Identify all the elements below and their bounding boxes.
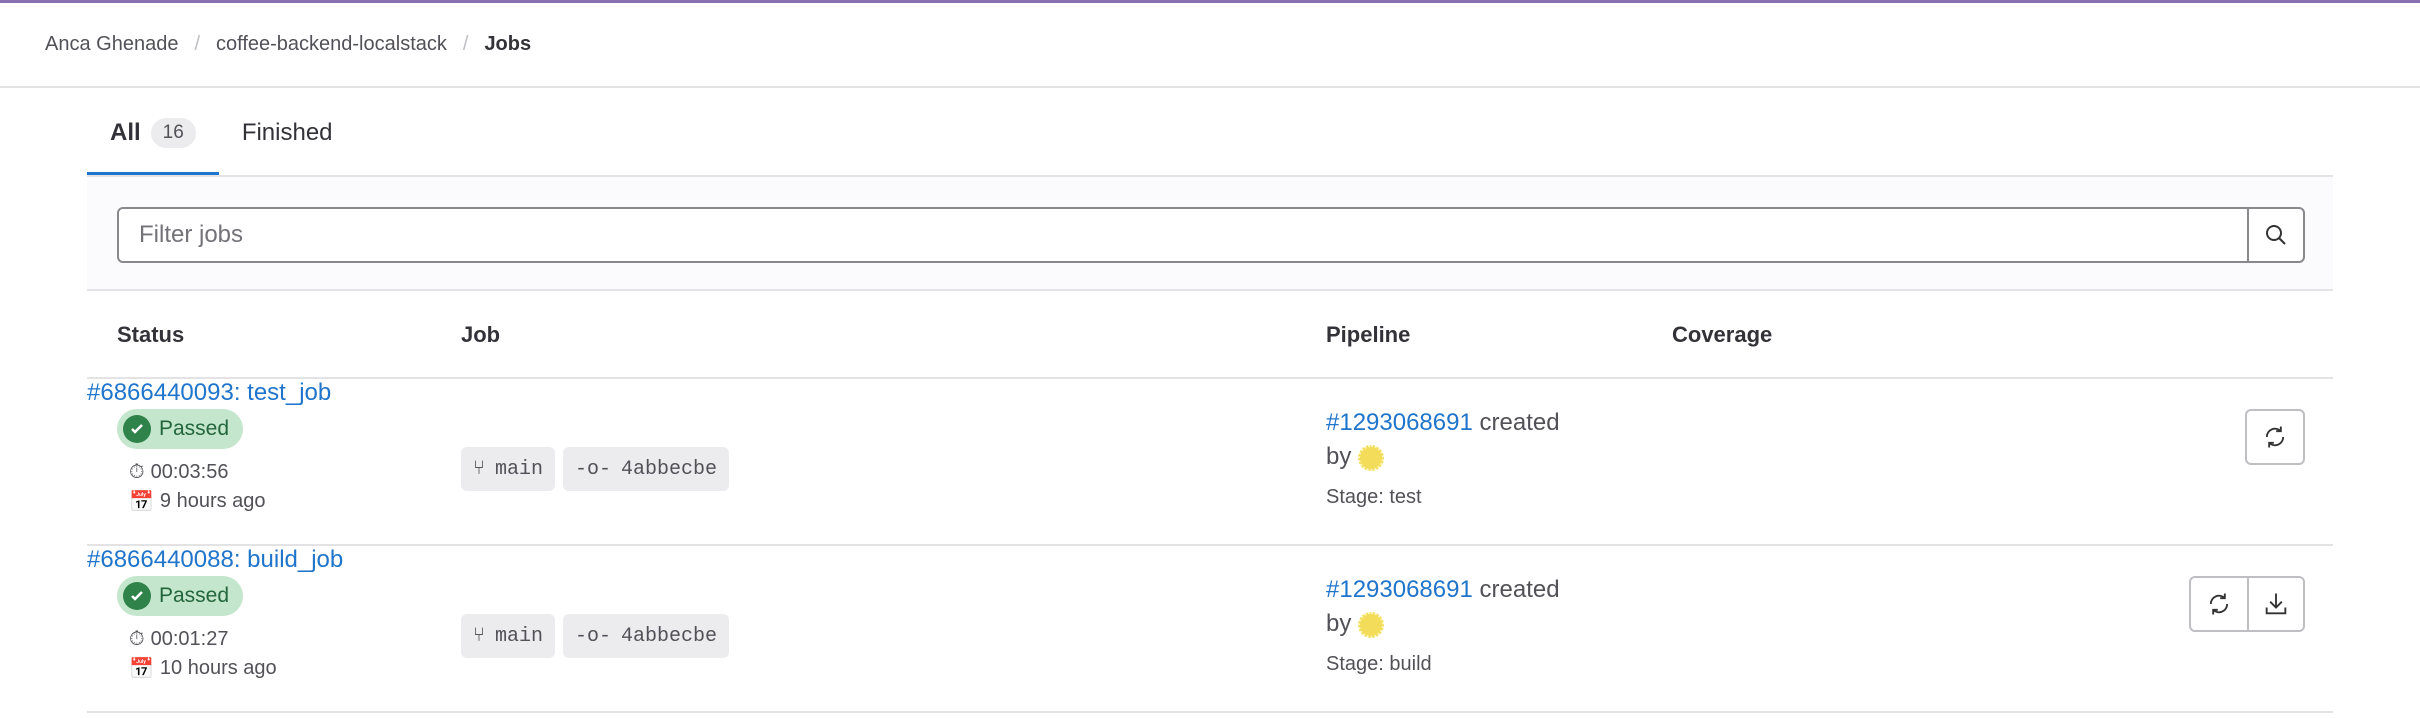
row-actions xyxy=(2189,576,2305,632)
branch-tag[interactable]: ⑂ main xyxy=(461,447,556,491)
breadcrumb-current[interactable]: Jobs xyxy=(484,33,532,55)
duration-text: 00:01:27 xyxy=(150,628,229,650)
row-actions xyxy=(2245,409,2305,465)
avatar[interactable] xyxy=(1358,444,1385,471)
calendar-icon: 📅 xyxy=(129,658,154,680)
created-text: created xyxy=(1479,576,1560,603)
filter-box xyxy=(117,207,2305,263)
branch-icon: ⑂ xyxy=(473,457,485,481)
tab-all[interactable]: All 16 xyxy=(87,90,219,176)
commit-icon: -o- xyxy=(575,624,612,648)
branch-icon: ⑂ xyxy=(473,624,485,648)
commit-sha: 4abbecbe xyxy=(621,624,718,648)
pipeline-info: #1293068691 created by xyxy=(1326,406,1626,474)
timer-icon: ⏱ xyxy=(129,628,145,650)
check-circle-icon xyxy=(123,415,151,443)
tab-label: Finished xyxy=(241,119,333,146)
commit-sha: 4abbecbe xyxy=(621,457,718,481)
duration: ⏱ 00:01:27 xyxy=(129,628,228,651)
top-accent-bar xyxy=(0,0,2420,3)
table-row: Passed ⏱ 00:03:56 📅 9 hours ago #686644009… xyxy=(87,379,2333,546)
created-text: created xyxy=(1479,409,1560,436)
job-link[interactable]: #6866440088: build_job xyxy=(87,546,344,573)
job-refs: ⑂ main -o- 4abbecbe xyxy=(461,447,730,491)
duration: ⏱ 00:03:56 xyxy=(129,461,228,484)
filter-jobs-input[interactable] xyxy=(119,209,2247,261)
header-pipeline: Pipeline xyxy=(1326,322,1411,347)
pipeline-link[interactable]: #1293068691 xyxy=(1326,409,1473,436)
table-header: Status Job Pipeline Coverage xyxy=(87,291,2333,379)
by-text: by xyxy=(1326,443,1352,470)
breadcrumb-user[interactable]: Anca Ghenade xyxy=(45,33,179,55)
branch-name: main xyxy=(495,457,544,481)
status-badge[interactable]: Passed xyxy=(117,409,244,449)
retry-icon xyxy=(2265,426,2285,448)
finished-time: 📅 9 hours ago xyxy=(129,489,266,514)
tab-finished[interactable]: Finished xyxy=(219,90,356,176)
commit-tag[interactable]: -o- 4abbecbe xyxy=(563,447,730,491)
retry-button[interactable] xyxy=(2247,411,2303,463)
calendar-icon: 📅 xyxy=(129,491,154,513)
by-text: by xyxy=(1326,610,1352,637)
stage-text: Stage: test xyxy=(1326,486,1422,508)
avatar[interactable] xyxy=(1358,611,1385,638)
breadcrumb-separator: / xyxy=(462,33,469,55)
header-job: Job xyxy=(461,322,501,347)
table-row: Passed ⏱ 00:01:27 📅 10 hours ago #68664400… xyxy=(87,546,2333,713)
check-circle-icon xyxy=(123,582,151,610)
status-label: Passed xyxy=(159,417,230,440)
pipeline-info: #1293068691 created by xyxy=(1326,573,1626,641)
duration-text: 00:03:56 xyxy=(150,461,229,483)
status-badge[interactable]: Passed xyxy=(117,576,244,616)
finished-text: 9 hours ago xyxy=(159,490,266,512)
commit-icon: -o- xyxy=(575,457,612,481)
download-icon xyxy=(2265,593,2287,615)
job-refs: ⑂ main -o- 4abbecbe xyxy=(461,614,730,658)
header-status: Status xyxy=(117,322,185,347)
breadcrumb-project[interactable]: coffee-backend-localstack xyxy=(216,33,447,55)
branch-name: main xyxy=(495,624,544,648)
timer-icon: ⏱ xyxy=(129,461,145,483)
retry-icon xyxy=(2209,593,2229,615)
breadcrumb: Anca Ghenade / coffee-backend-localstack /… xyxy=(0,3,2420,88)
search-icon xyxy=(2266,225,2286,245)
header-coverage: Coverage xyxy=(1672,322,1773,347)
job-tabs: All 16 Finished xyxy=(87,90,356,176)
job-link[interactable]: #6866440093: test_job xyxy=(87,379,332,406)
tab-count-badge: 16 xyxy=(150,118,196,148)
search-button[interactable] xyxy=(2247,209,2303,261)
branch-tag[interactable]: ⑂ main xyxy=(461,614,556,658)
filter-bar xyxy=(87,175,2333,291)
status-label: Passed xyxy=(159,584,230,607)
pipeline-link[interactable]: #1293068691 xyxy=(1326,576,1473,603)
breadcrumb-separator: / xyxy=(194,33,200,55)
finished-time: 📅 10 hours ago xyxy=(129,656,277,681)
retry-button[interactable] xyxy=(2191,578,2247,630)
commit-tag[interactable]: -o- 4abbecbe xyxy=(563,614,730,658)
tab-label: All xyxy=(110,119,141,146)
download-artifacts-button[interactable] xyxy=(2247,578,2303,630)
stage-text: Stage: build xyxy=(1326,653,1432,675)
finished-text: 10 hours ago xyxy=(159,657,277,679)
